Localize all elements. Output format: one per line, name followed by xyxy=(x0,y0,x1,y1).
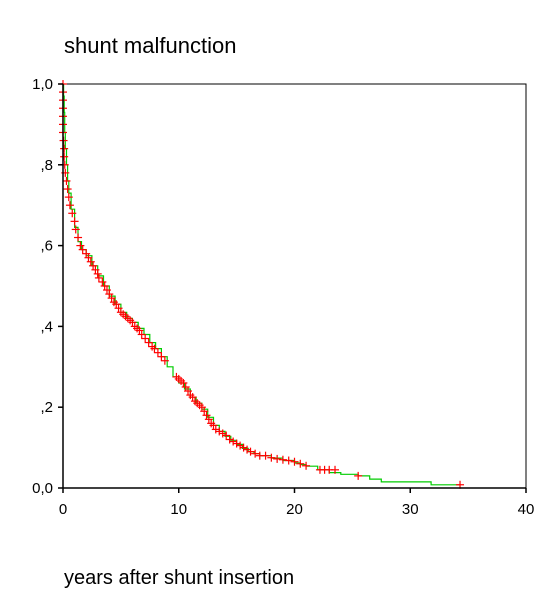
censor-mark xyxy=(114,304,123,313)
censor-mark xyxy=(179,378,188,387)
censor-mark xyxy=(225,435,234,444)
censor-mark xyxy=(144,338,153,347)
y-tick-label: 0,0 xyxy=(32,480,53,497)
censor-mark xyxy=(78,245,87,254)
y-tick-label: ,4 xyxy=(40,318,53,335)
censor-mark xyxy=(243,445,252,454)
censor-mark xyxy=(141,334,150,343)
censor-mark xyxy=(65,201,74,210)
censor-mark xyxy=(68,209,77,218)
y-tick-label: 1,0 xyxy=(32,76,53,93)
censor-mark xyxy=(60,152,69,161)
censor-mark xyxy=(284,456,293,465)
censor-mark xyxy=(157,352,166,361)
censor-mark xyxy=(98,277,107,286)
censor-mark xyxy=(267,453,276,462)
censor-mark xyxy=(153,348,162,357)
censor-mark xyxy=(74,233,83,242)
censor-mark xyxy=(278,455,287,464)
x-axis-label: years after shunt insertion xyxy=(64,567,294,589)
censor-mark xyxy=(290,457,299,466)
censor-mark xyxy=(150,344,159,353)
survival-curve-layer xyxy=(63,83,460,486)
censor-mark xyxy=(63,185,72,194)
censor-mark xyxy=(188,393,197,402)
plot-border xyxy=(62,83,527,489)
censor-mark xyxy=(209,421,218,430)
censor-mark xyxy=(128,318,137,327)
censor-mark xyxy=(160,356,169,365)
censor-mark xyxy=(112,300,121,309)
censor-mark xyxy=(102,286,111,295)
censor-mark xyxy=(181,383,190,391)
censor-mark xyxy=(236,441,245,450)
censor-mark xyxy=(86,257,95,266)
censor-mark xyxy=(184,387,193,396)
censor-mark xyxy=(204,415,213,424)
censor-mark xyxy=(251,449,260,458)
censor-mark xyxy=(107,294,116,303)
censor-mark xyxy=(222,431,231,440)
plot-area xyxy=(62,83,527,489)
censor-mark xyxy=(302,461,311,470)
y-tick-label: ,2 xyxy=(40,399,53,416)
x-tick-label: 0 xyxy=(59,501,67,518)
censor-mark xyxy=(331,465,340,474)
censor-mark xyxy=(84,253,93,262)
censor-mark xyxy=(76,241,85,250)
censor-marks-layer xyxy=(59,80,465,489)
censor-mark xyxy=(62,176,71,185)
x-axis: 0 10 20 30 40 xyxy=(59,487,535,518)
x-tick-label: 10 xyxy=(170,501,187,518)
censor-mark xyxy=(273,454,282,463)
censor-mark xyxy=(296,459,305,468)
censor-mark xyxy=(100,282,109,290)
censor-mark xyxy=(93,269,102,278)
censor-mark xyxy=(60,144,69,153)
censor-mark xyxy=(137,330,146,339)
x-tick-label: 20 xyxy=(286,501,303,518)
censor-mark xyxy=(200,407,209,416)
censor-mark xyxy=(71,225,80,234)
censor-mark xyxy=(135,326,144,335)
y-tick-label: ,8 xyxy=(40,157,53,174)
censor-mark xyxy=(215,427,224,436)
censor-mark xyxy=(354,471,363,480)
censor-mark xyxy=(246,447,255,456)
censor-mark xyxy=(229,437,238,446)
censor-mark xyxy=(64,193,73,202)
x-tick-label: 30 xyxy=(402,501,419,518)
censor-mark xyxy=(232,439,241,448)
censor-mark xyxy=(202,411,211,420)
censor-mark xyxy=(89,261,98,270)
censor-mark xyxy=(105,290,114,299)
y-tick-label: ,6 xyxy=(40,238,53,255)
censor-mark xyxy=(239,443,248,452)
censor-mark xyxy=(211,425,220,434)
chart-title: shunt malfunction xyxy=(64,33,236,58)
censor-mark xyxy=(82,249,91,258)
censor-mark xyxy=(261,451,270,460)
y-axis: 0,0 ,2 ,4 ,6 ,8 1,0 xyxy=(32,76,64,497)
censor-mark xyxy=(70,217,79,226)
censor-mark xyxy=(218,429,227,438)
censor-mark xyxy=(94,273,103,282)
x-tick-label: 40 xyxy=(518,501,535,518)
censor-mark xyxy=(197,403,206,412)
survival-curve-line xyxy=(63,83,460,486)
censor-mark xyxy=(91,265,100,274)
